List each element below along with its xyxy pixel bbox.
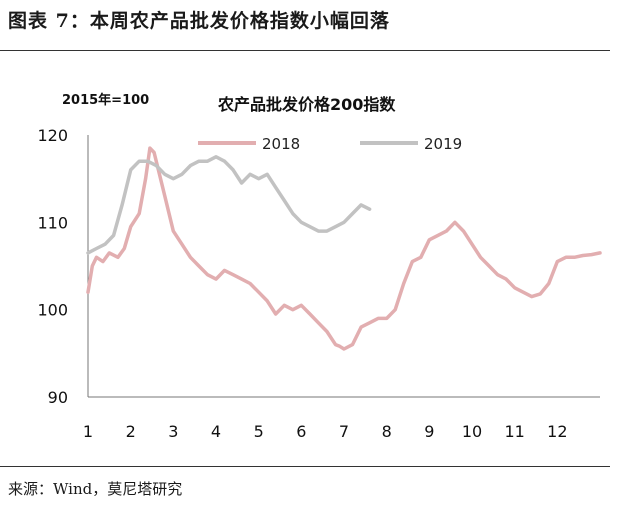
chart-title: 农产品批发价格200指数 xyxy=(217,95,396,114)
line-chart: 2015年=100 农产品批发价格200指数 2018 2019 9010011… xyxy=(37,92,602,441)
legend-label-2019: 2019 xyxy=(424,135,462,153)
x-tick-9: 9 xyxy=(424,422,434,441)
bottom-divider xyxy=(0,466,610,467)
series-line-2019 xyxy=(86,155,372,255)
x-tick-4: 4 xyxy=(211,422,221,441)
x-tick-3: 3 xyxy=(168,422,178,441)
x-tick-7: 7 xyxy=(339,422,349,441)
source-note: 来源：Wind，莫尼塔研究 xyxy=(8,480,183,498)
y-tick-120: 120 xyxy=(37,126,68,145)
y-tick-110: 110 xyxy=(37,213,68,232)
series-line-2018 xyxy=(86,146,602,351)
legend: 2018 2019 xyxy=(198,135,462,153)
top-divider xyxy=(0,50,610,51)
series-lines xyxy=(86,146,602,351)
unit-label: 2015年=100 xyxy=(62,92,149,108)
y-tick-100: 100 xyxy=(37,301,68,320)
x-tick-12: 12 xyxy=(547,422,567,441)
legend-label-2018: 2018 xyxy=(262,135,300,153)
x-tick-8: 8 xyxy=(382,422,392,441)
y-tick-90: 90 xyxy=(48,388,68,407)
y-tick-labels: 90 100 110 120 xyxy=(37,126,68,407)
x-tick-labels: 1 2 3 4 5 6 7 8 9 10 11 12 xyxy=(83,422,568,441)
x-tick-6: 6 xyxy=(296,422,306,441)
figure-title: 图表 7：本周农产品批发价格指数小幅回落 xyxy=(8,10,390,32)
x-tick-5: 5 xyxy=(254,422,264,441)
x-tick-2: 2 xyxy=(126,422,136,441)
x-tick-1: 1 xyxy=(83,422,93,441)
x-tick-11: 11 xyxy=(504,422,524,441)
x-tick-10: 10 xyxy=(462,422,482,441)
